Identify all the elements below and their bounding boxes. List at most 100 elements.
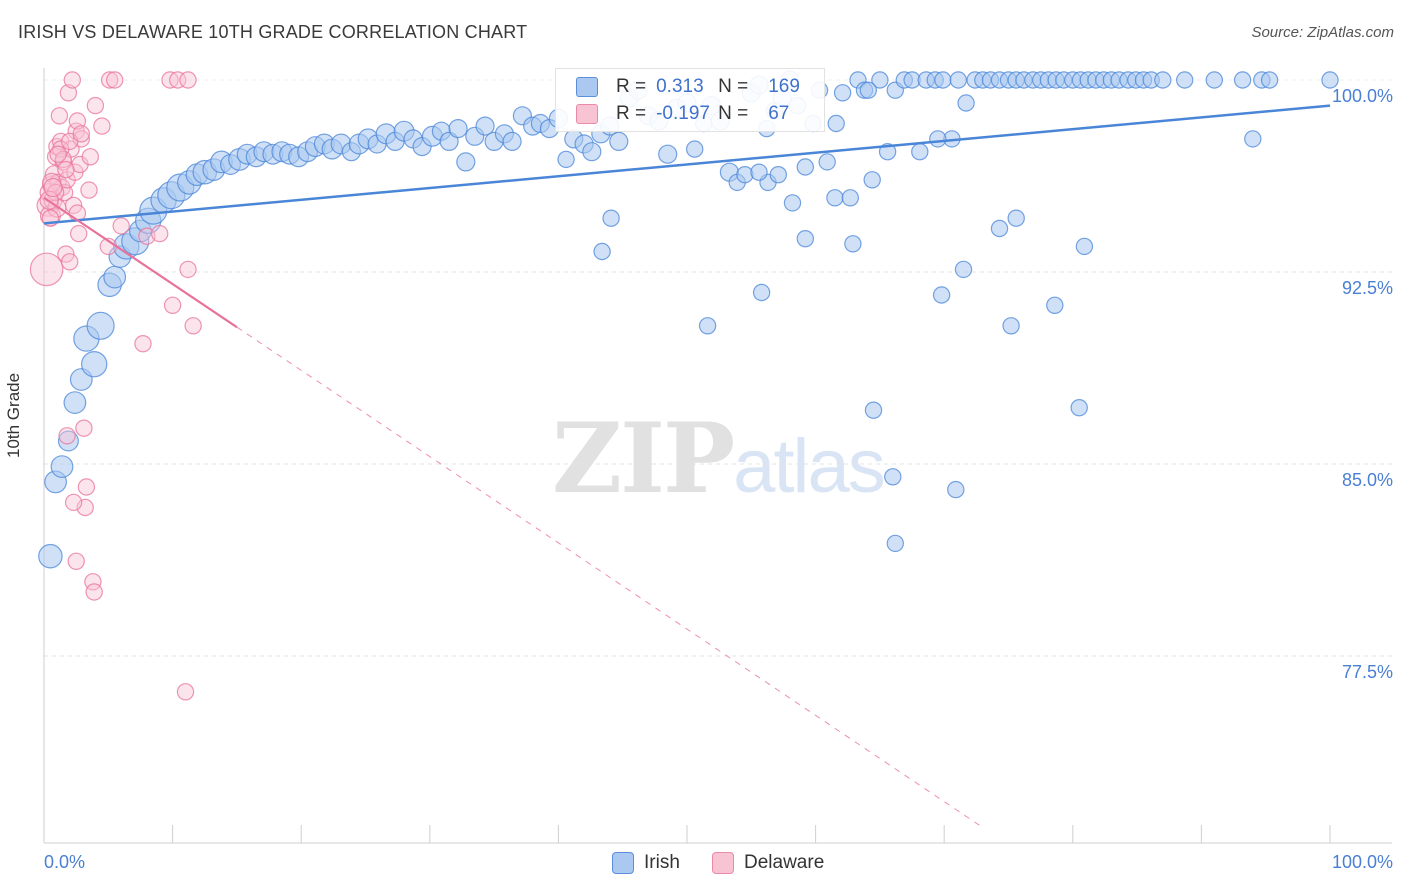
irish-point <box>50 455 74 479</box>
irish-point <box>949 71 968 89</box>
irish-point <box>884 468 902 486</box>
delaware-point <box>77 478 96 496</box>
irish-point <box>769 165 788 184</box>
irish-point <box>911 142 929 161</box>
irish-point <box>1233 71 1252 89</box>
irish-point <box>934 71 952 89</box>
delaware-point <box>63 71 82 89</box>
irish-point <box>886 534 905 553</box>
delaware-point <box>69 224 88 243</box>
irish-point <box>783 194 802 212</box>
delaware-point <box>81 148 100 166</box>
irish-point <box>557 150 575 169</box>
delaware-point <box>184 317 202 335</box>
watermark: ZIPatlas <box>552 402 886 515</box>
irish-point <box>750 163 768 181</box>
delaware-point <box>58 427 76 445</box>
delaware-point <box>43 177 63 198</box>
delaware-trend-extension <box>236 326 984 828</box>
delaware-point <box>72 125 91 143</box>
delaware-point <box>50 107 69 125</box>
irish-point <box>602 209 620 227</box>
irish-point <box>475 116 495 136</box>
irish-point <box>736 165 754 184</box>
irish-point <box>582 142 602 162</box>
irish-point <box>502 131 522 151</box>
y-tick-label: 77.5% <box>1341 662 1393 682</box>
irish-point <box>833 84 852 102</box>
series-swatch-irish <box>612 852 634 874</box>
legend-row-delaware: R = -0.197 N = 67 <box>576 102 789 126</box>
y-tick-label: 92.5% <box>1341 278 1393 298</box>
delaware-point <box>168 71 187 89</box>
irish-point <box>841 189 860 207</box>
delaware-point <box>59 84 78 102</box>
legend-row-irish: R = 0.313 N = 169 <box>576 75 800 99</box>
legend-swatch-irish <box>576 77 598 97</box>
irish-point <box>1002 317 1020 335</box>
irish-point <box>1205 71 1224 89</box>
irish-trend-line <box>43 104 1331 225</box>
irish-point <box>871 71 889 89</box>
delaware-point <box>67 552 85 571</box>
delaware-point <box>134 335 152 353</box>
irish-point <box>932 286 951 304</box>
irish-point <box>1260 71 1279 89</box>
chart-title: IRISH VS DELAWARE 10TH GRADE CORRELATION… <box>18 22 528 42</box>
delaware-point <box>163 296 182 314</box>
source-label: Source: ZipAtlas.com <box>1251 24 1394 41</box>
trend-layer <box>43 104 1331 828</box>
irish-point <box>1046 296 1064 314</box>
irish-point <box>609 131 629 151</box>
irish-point <box>1321 71 1339 89</box>
irish-point <box>864 401 883 419</box>
legend-n-label: N = <box>718 103 749 124</box>
delaware-point <box>85 583 103 601</box>
delaware-point <box>54 150 72 169</box>
correlation-legend: R = 0.313 N = 169 R = -0.197 N = 67 <box>555 68 825 132</box>
delaware-point <box>29 252 64 287</box>
irish-point <box>456 152 476 172</box>
delaware-point <box>100 71 119 89</box>
series-legend-irish[interactable]: Irish <box>612 852 680 874</box>
irish-point <box>80 351 108 378</box>
irish-point <box>947 480 965 499</box>
x-tick-label: 100.0% <box>1331 852 1393 872</box>
irish-point <box>1154 71 1172 89</box>
delaware-point <box>179 260 197 279</box>
irish-point <box>1070 399 1088 417</box>
axis-layer <box>43 68 1392 844</box>
irish-point <box>86 311 115 340</box>
delaware-point <box>75 419 93 437</box>
series-label-irish: Irish <box>644 852 680 873</box>
irish-point <box>593 242 611 261</box>
delaware-point <box>105 71 124 89</box>
delaware-point <box>150 224 169 243</box>
delaware-point <box>68 112 87 130</box>
legend-r-value-delaware: -0.197 <box>656 103 710 124</box>
legend-n-label: N = <box>718 76 749 97</box>
irish-point <box>859 81 878 99</box>
irish-point <box>954 260 973 279</box>
irish-point <box>863 171 881 189</box>
legend-n-value-delaware: 67 <box>768 103 790 124</box>
delaware-point <box>60 253 79 271</box>
irish-point <box>686 140 704 158</box>
irish-point <box>698 317 717 335</box>
y-tick-label: 100.0% <box>1331 86 1393 106</box>
delaware-point <box>179 71 197 89</box>
irish-point <box>827 114 845 133</box>
delaware-point <box>64 493 83 512</box>
delaware-point <box>93 117 111 135</box>
irish-point <box>796 229 815 248</box>
legend-r-label: R = <box>616 76 647 97</box>
x-tick-label: 0.0% <box>44 852 86 872</box>
delaware-point <box>57 160 75 179</box>
irish-point <box>929 130 947 148</box>
series-legend-delaware[interactable]: Delaware <box>712 852 824 874</box>
delaware-point <box>176 683 195 701</box>
y-tick-label: 85.0% <box>1341 470 1393 490</box>
watermark-zip: ZIP <box>552 402 735 515</box>
irish-point <box>57 430 79 452</box>
